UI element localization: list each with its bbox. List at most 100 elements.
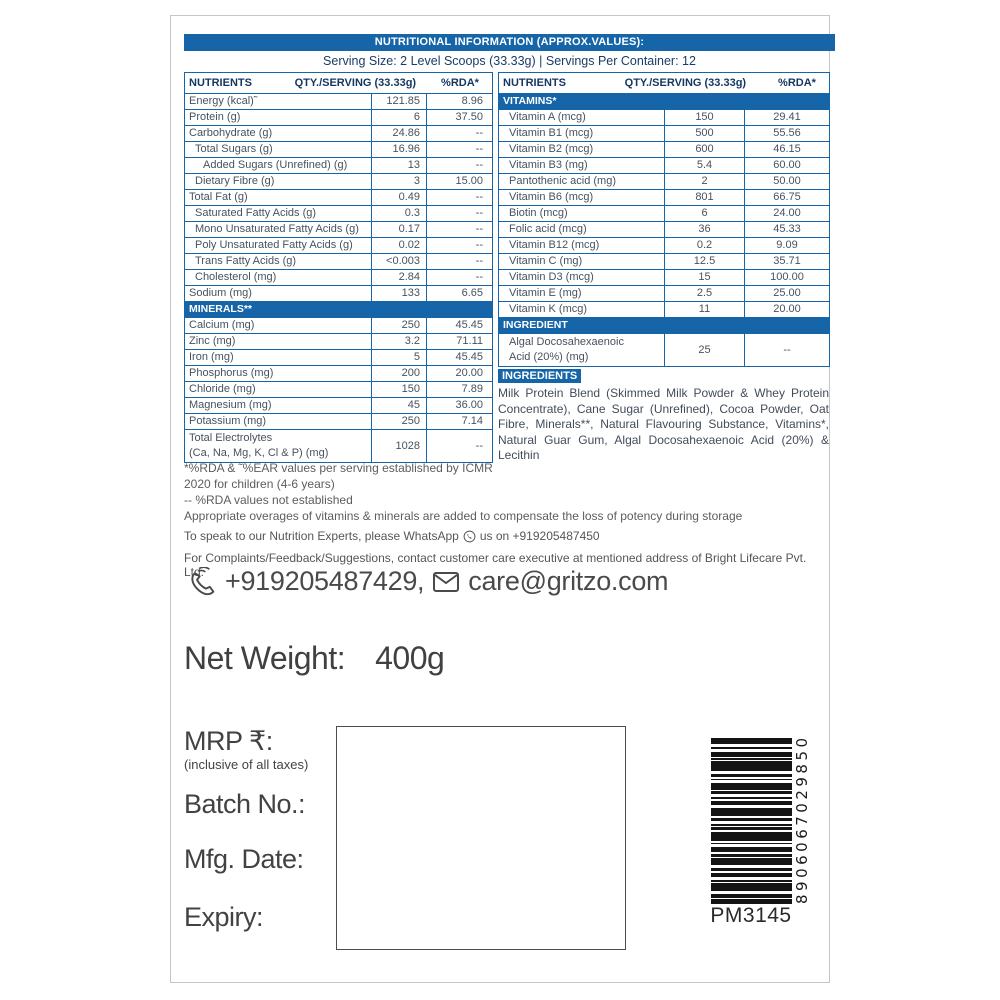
rda-percent-value: 36.00 xyxy=(426,398,492,413)
nutrient-name: Vitamin B1 (mcg) xyxy=(509,127,594,139)
barcode-bar xyxy=(711,827,792,831)
rda-percent-value: 100.00 xyxy=(744,270,829,285)
barcode-code: PM3145 xyxy=(710,904,792,927)
serving-size-line: Serving Size: 2 Level Scoops (33.33g) | … xyxy=(323,54,696,68)
rda-percent-value: 7.89 xyxy=(426,382,492,397)
qty-per-serving-value: <0.003 xyxy=(371,254,426,269)
qty-per-serving-value: 2 xyxy=(664,174,744,189)
rda-percent-value: 50.00 xyxy=(744,174,829,189)
rda-percent-value: 8.96 xyxy=(426,94,492,109)
nutrient-name: Vitamin C (mg) xyxy=(509,255,583,267)
nutrient-name: Vitamin A (mcg) xyxy=(509,111,586,123)
nutrient-name: Algal Docosahexaenoic Acid (20%) (mg) xyxy=(509,336,624,363)
barcode-bar xyxy=(711,808,792,817)
barcode-bar xyxy=(711,894,792,898)
qty-per-serving-value: 2.5 xyxy=(664,286,744,301)
barcode-bar xyxy=(711,817,792,821)
barcode-bar xyxy=(711,842,792,845)
barcode-bar xyxy=(711,800,792,806)
table-row: Total Fat (g) 0.49 -- xyxy=(185,190,492,206)
email-icon xyxy=(433,571,460,592)
nutrient-name: Phosphorus (mg) xyxy=(189,367,274,379)
table-row: Vitamin B3 (mg) 5.4 60.00 xyxy=(499,158,829,174)
footnote-icmr-year: 2020 for children (4-6 years) xyxy=(184,477,335,491)
rda-percent-value: 71.11 xyxy=(426,334,492,349)
rda-percent-value: 7.14 xyxy=(426,414,492,429)
rda-percent-value: -- xyxy=(426,430,492,462)
nutrient-name: Zinc (mg) xyxy=(189,335,236,347)
table-header-row: NUTRIENTS QTY./SERVING (33.33g) %RDA* xyxy=(499,73,829,94)
barcode-bar xyxy=(711,758,792,760)
table-section-header: VITAMINS* xyxy=(499,94,829,110)
mrp-taxes-note: (inclusive of all taxes) xyxy=(184,757,309,772)
nutrients-table-right: NUTRIENTS QTY./SERVING (33.33g) %RDA* VI… xyxy=(498,72,830,367)
table-row: Zinc (mg) 3.2 71.11 xyxy=(185,334,492,350)
nutrient-name: Dietary Fibre (g) xyxy=(195,175,275,187)
nutrition-info-title-bar: NUTRITIONAL INFORMATION (APPROX.VALUES): xyxy=(184,34,835,51)
nutrient-name: Energy (kcal)˜ xyxy=(189,95,258,107)
table-row: Poly Unsaturated Fatty Acids (g) 0.02 -- xyxy=(185,238,492,254)
whatsapp-icon xyxy=(463,530,476,543)
handwriting-box xyxy=(336,726,626,950)
footnote-overages: Appropriate overages of vitamins & miner… xyxy=(184,509,743,523)
nutrient-name: Saturated Fatty Acids (g) xyxy=(195,207,317,219)
barcode-bar xyxy=(711,773,792,778)
rda-percent-value: 46.15 xyxy=(744,142,829,157)
table-row: Magnesium (mg) 45 36.00 xyxy=(185,398,492,414)
nutrient-name: Calcium (mg) xyxy=(189,319,255,331)
footnote-rda-not-established: -- %RDA values not established xyxy=(184,493,353,507)
rda-percent-value: 6.65 xyxy=(426,286,492,301)
nutrient-name: Total Sugars (g) xyxy=(195,143,273,155)
table-row: Mono Unsaturated Fatty Acids (g) 0.17 -- xyxy=(185,222,492,238)
ingredients-block: INGREDIENTS Milk Protein Blend (Skimmed … xyxy=(498,366,829,464)
table-row: Potassium (mg) 250 7.14 xyxy=(185,414,492,430)
table-row: Total Electrolytes (Ca, Na, Mg, K, Cl & P… xyxy=(185,430,492,462)
qty-per-serving-value: 1028 xyxy=(371,430,426,462)
qty-per-serving-value: 0.02 xyxy=(371,238,426,253)
nutrient-name: Vitamin B2 (mcg) xyxy=(509,143,594,155)
rda-percent-value: -- xyxy=(426,126,492,141)
table-row: Dietary Fibre (g) 3 15.00 xyxy=(185,174,492,190)
nutrient-name: Trans Fatty Acids (g) xyxy=(195,255,297,267)
rda-percent-value: -- xyxy=(426,270,492,285)
nutrient-name: Total Fat (g) xyxy=(189,191,248,203)
table-section-header: MINERALS** xyxy=(185,302,492,318)
phone-number-big: +919205487429, xyxy=(225,566,425,596)
table-row: Vitamin B12 (mcg) 0.2 9.09 xyxy=(499,238,829,254)
nutrient-name: Vitamin B6 (mcg) xyxy=(509,191,594,203)
qty-per-serving-value: 3 xyxy=(371,174,426,189)
table-row: Vitamin D3 (mcg) 15 100.00 xyxy=(499,270,829,286)
barcode-bar xyxy=(711,797,792,799)
table-row: Saturated Fatty Acids (g) 0.3 -- xyxy=(185,206,492,222)
col-header-nutrients: NUTRIENTS xyxy=(189,77,252,89)
qty-per-serving-value: 0.3 xyxy=(371,206,426,221)
table-row: Total Sugars (g) 16.96 -- xyxy=(185,142,492,158)
qty-per-serving-value: 15 xyxy=(664,270,744,285)
footnotes: *%RDA & ˜%EAR values per serving establi… xyxy=(184,460,829,524)
qty-per-serving-value: 11 xyxy=(664,302,744,317)
nutrient-name: Iron (mg) xyxy=(189,351,234,363)
expiry-label: Expiry: xyxy=(184,902,264,932)
contact-big-line: +919205487429, care@gritzo.com xyxy=(184,566,669,597)
nutrient-name: Sodium (mg) xyxy=(189,287,252,299)
rda-percent-value: 35.71 xyxy=(744,254,829,269)
barcode-bar xyxy=(711,899,792,904)
nutrient-name: Vitamin D3 (mcg) xyxy=(509,271,594,283)
phone-icon xyxy=(186,566,216,597)
rda-percent-value: -- xyxy=(426,206,492,221)
table-row: Vitamin B1 (mcg) 500 55.56 xyxy=(499,126,829,142)
mrp-label: MRP ₹: xyxy=(184,726,273,756)
rda-percent-value: -- xyxy=(426,222,492,237)
nutrient-name: Chloride (mg) xyxy=(189,383,256,395)
rda-percent-value: -- xyxy=(426,142,492,157)
rda-percent-value: 66.75 xyxy=(744,190,829,205)
table-row: Algal Docosahexaenoic Acid (20%) (mg) 25 -- xyxy=(499,334,829,366)
nutrient-name: Vitamin B12 (mcg) xyxy=(509,239,600,251)
barcode xyxy=(711,738,792,904)
nutrient-name: Potassium (mg) xyxy=(189,415,267,427)
qty-per-serving-value: 0.17 xyxy=(371,222,426,237)
qty-per-serving-value: 250 xyxy=(371,318,426,333)
qty-per-serving-value: 5 xyxy=(371,350,426,365)
nutrient-name: Protein (g) xyxy=(189,111,241,123)
net-weight-value: 400g xyxy=(375,640,445,676)
